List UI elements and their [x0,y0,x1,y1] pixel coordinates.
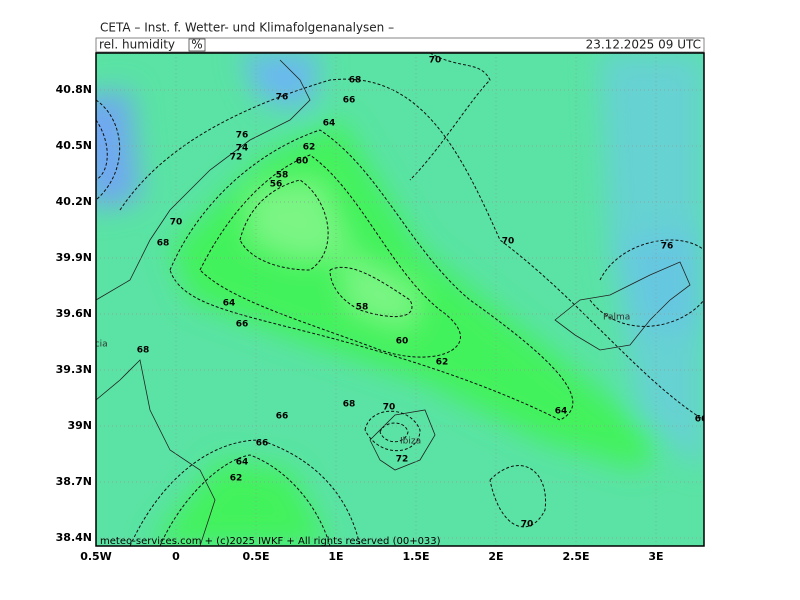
contour-label: 68 [349,76,362,86]
contour-label: 64 [223,299,236,309]
header-title: CETA – Inst. f. Wetter- und Klimafolgena… [100,21,394,35]
contour-label: 58 [276,171,289,181]
contour-label: 70 [521,520,534,530]
place-label: Valencia [70,340,108,350]
contour-label: 68 [157,239,170,249]
contour-label: 62 [436,358,449,368]
coastline-mallorca [554,261,691,351]
contour-label: 70 [383,403,396,413]
unit-box [188,38,206,52]
lat-label: 38.7N [56,475,92,488]
contour-label: 60 [296,157,309,167]
lat-label: 39N [67,419,92,432]
parameter: rel. humidity [99,38,175,52]
coastline-ibiza [369,409,436,471]
contour-label: 76 [276,93,289,103]
lat-label: 38.4N [56,531,92,544]
contour-label: 68 [343,400,356,410]
contour-label: 70 [170,218,183,228]
contour-label: 64 [555,407,568,417]
contour-label: 56 [270,180,283,190]
header-bar [95,37,705,53]
lon-label: 0.5W [80,550,112,563]
valid-time: 23.12.2025 09 UTC [586,38,701,52]
contour-label: 76 [236,131,249,141]
lat-label: 40.8N [56,83,92,96]
contour-label: 66 [276,412,289,422]
contour-label: 70 [429,56,442,66]
graticule [96,53,704,546]
lon-label: 0.5E [242,550,269,563]
lat-label: 40.2N [56,195,92,208]
place-label: Palma [603,313,630,323]
contour-label: 74 [236,144,249,154]
footer: meteo-services.com + (c)2025 IWKF + All … [100,536,441,547]
lon-label: 2.5E [562,550,589,563]
lon-label: 2E [488,550,503,563]
lat-label: 40.5N [56,139,92,152]
contour-label: 60 [396,337,409,347]
contour-label: 62 [303,143,316,153]
lon-label: 1.5E [402,550,429,563]
contour-label: 62 [230,474,243,484]
lat-label: 39.3N [56,363,92,376]
map-frame [95,52,705,547]
lon-label: 0 [172,550,180,563]
lat-label: 39.9N [56,251,92,264]
contour-label: 66 [256,439,269,449]
contour-label: 68 [137,346,150,356]
contour-label: 72 [396,455,409,465]
contour-label: 64 [323,119,336,129]
contour-label: 72 [230,153,243,163]
lon-label: 3E [648,550,663,563]
place-label: Ibiza [400,437,421,447]
lon-label: 1E [328,550,343,563]
field-shading [96,53,704,546]
contour-label: 66 [695,415,708,425]
lat-label: 39.6N [56,307,92,320]
contour-label: 66 [236,320,249,330]
contours [96,53,704,546]
contour-label: 64 [236,458,249,468]
contour-label: 66 [343,96,356,106]
contour-label: 76 [661,242,674,252]
contour-label: 70 [502,237,515,247]
contour-label: 58 [356,303,369,313]
unit: % [191,38,202,52]
